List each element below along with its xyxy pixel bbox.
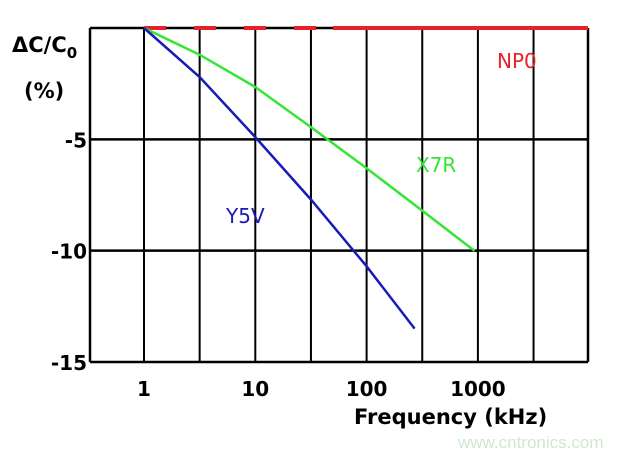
series-line-x7r xyxy=(143,26,476,252)
y-tick-label: -10 xyxy=(51,240,87,264)
x-tick-label: 1 xyxy=(137,377,151,401)
grid xyxy=(88,26,590,364)
series-line-y5v xyxy=(143,27,416,330)
series-label-np0: NP0 xyxy=(497,49,537,73)
watermark: www.cntronics.com xyxy=(457,433,603,452)
x-tick-label: 10 xyxy=(241,377,269,401)
y-axis-unit: (%) xyxy=(24,79,64,103)
x-tick-label: 100 xyxy=(346,377,388,401)
tick-labels: 1 10 100 1000 -5 -10 -15 xyxy=(51,128,506,401)
y-tick-label: -15 xyxy=(51,351,87,375)
series-label-x7r: X7R xyxy=(416,153,456,177)
x-axis-label: Frequency (kHz) xyxy=(354,405,547,429)
x-tick-label: 1000 xyxy=(450,377,506,401)
y-axis-label: ΔC/C0 xyxy=(12,33,77,62)
series-label-y5v: Y5V xyxy=(225,204,265,228)
series-lines xyxy=(143,26,588,330)
y-tick-label: -5 xyxy=(65,128,87,152)
